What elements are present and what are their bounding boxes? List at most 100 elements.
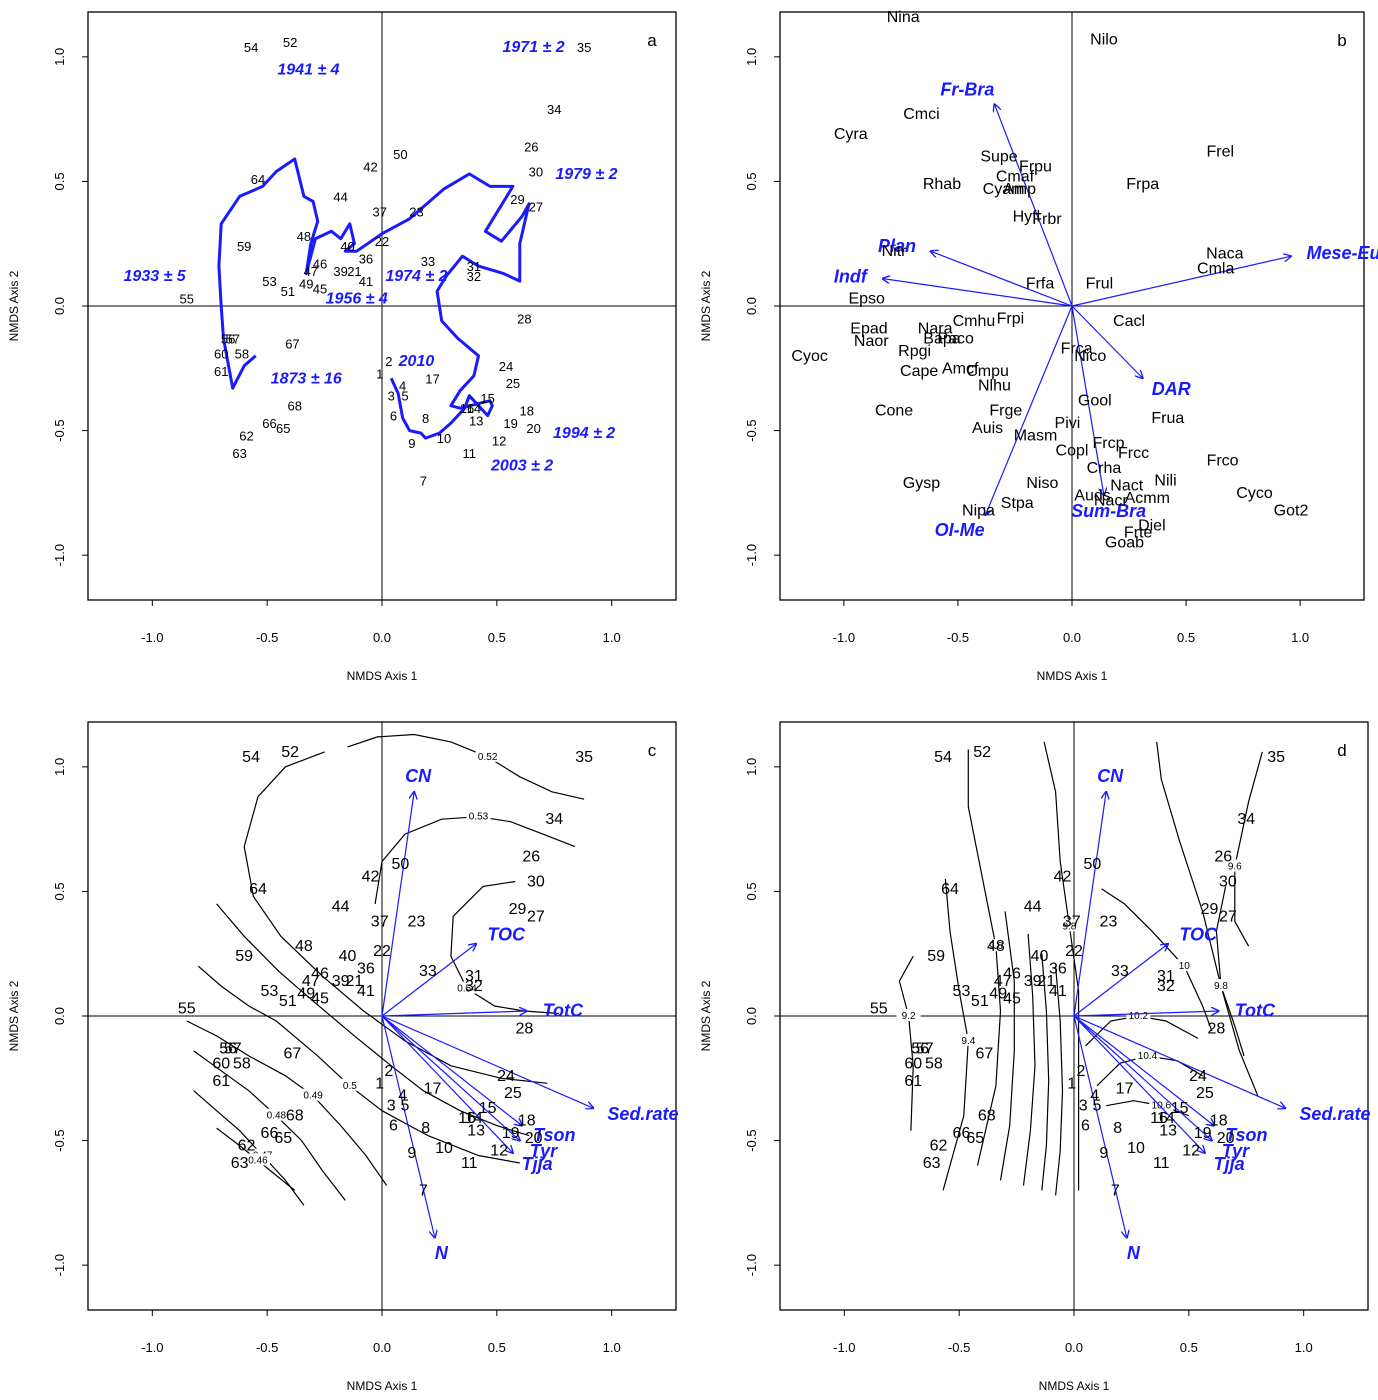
y-tick-label: 0.0 bbox=[52, 297, 67, 315]
env-vector-arrow bbox=[1073, 1015, 1127, 1238]
sample-point-label: 31 bbox=[1157, 968, 1175, 985]
sample-point-label: 29 bbox=[509, 901, 527, 918]
sample-point-label: 37 bbox=[371, 913, 389, 930]
x-tick-label: -1.0 bbox=[141, 1340, 163, 1355]
contour-label: 9.6 bbox=[1228, 862, 1242, 873]
env-vector-arrow bbox=[381, 1015, 520, 1141]
sample-point-label: 60 bbox=[212, 1055, 230, 1072]
sample-point-label: 42 bbox=[362, 868, 380, 885]
env-vector-label: Mese-Eu bbox=[1306, 243, 1378, 263]
env-vector-arrow bbox=[883, 279, 1073, 307]
panel-label: b bbox=[1337, 31, 1346, 50]
env-vector-label: TotC bbox=[543, 1001, 584, 1021]
sample-point-label: 23 bbox=[409, 204, 423, 219]
contour-label-bg bbox=[1172, 959, 1197, 972]
sample-point-label: 6 bbox=[390, 409, 397, 424]
contour-label: 9.8 bbox=[1214, 981, 1228, 992]
sample-point-label: Rhab bbox=[923, 176, 961, 193]
sample-point-label: 20 bbox=[525, 1130, 543, 1147]
sample-point-label: Nina bbox=[887, 9, 920, 26]
sample-point-label: 40 bbox=[1031, 948, 1049, 965]
env-vector-arrow bbox=[381, 792, 414, 1017]
sample-point-label: 18 bbox=[518, 1113, 536, 1130]
sample-point-label: 64 bbox=[251, 172, 265, 187]
sample-point-label: Naca bbox=[1206, 246, 1243, 263]
sample-point-label: 32 bbox=[465, 978, 483, 995]
sample-point-label: 35 bbox=[1267, 749, 1285, 766]
sample-point-label: 6 bbox=[1081, 1118, 1090, 1135]
env-vector-label: CN bbox=[405, 766, 432, 786]
sample-point-label: 37 bbox=[1063, 913, 1081, 930]
sample-point-label: 26 bbox=[522, 849, 540, 866]
contour-label: 9.6 bbox=[989, 941, 1003, 952]
sample-point-label: Frte bbox=[1124, 525, 1153, 542]
sample-point-label: 6 bbox=[389, 1118, 398, 1135]
sample-point-label: 42 bbox=[1054, 868, 1072, 885]
sample-point-label: 65 bbox=[276, 421, 290, 436]
date-label: 1873 ± 16 bbox=[271, 370, 342, 387]
contour-label: 0.54 bbox=[457, 984, 477, 995]
env-vector-label: TotC bbox=[1235, 1001, 1276, 1021]
env-vector-label: TOC bbox=[487, 925, 526, 945]
contour-label-bg bbox=[1222, 859, 1247, 872]
sample-point-label: 29 bbox=[1201, 901, 1219, 918]
sample-point-label: 33 bbox=[419, 963, 437, 980]
sample-point-label: Crha bbox=[1087, 460, 1122, 477]
env-vector-arrow bbox=[1073, 1015, 1212, 1141]
sample-point-label: Frca bbox=[1061, 340, 1093, 357]
panel-c: -1.0 -0.5 0.0 0.5 1.0 -1.0 -0.5 0.0 0.5 1.0 NMDS A… bbox=[7, 721, 678, 1393]
env-vector-arrow bbox=[931, 251, 1073, 307]
sample-point-label: 2 bbox=[1076, 1063, 1085, 1080]
sample-point-label: Cape bbox=[900, 363, 938, 380]
sample-point-label: 3 bbox=[387, 1098, 396, 1115]
sample-point-label: Cyam bbox=[983, 181, 1025, 198]
sample-point-label: 63 bbox=[923, 1155, 941, 1172]
env-vector-arrow bbox=[381, 1015, 435, 1238]
sample-point-label: Frel bbox=[1207, 144, 1235, 161]
sample-point-label: 59 bbox=[237, 239, 251, 254]
sample-point-label: Cyra bbox=[834, 126, 868, 143]
sample-point-label: 11 bbox=[463, 446, 477, 461]
env-vector-arrow bbox=[1071, 305, 1143, 378]
sample-point-label: Copl bbox=[1056, 443, 1089, 460]
date-label: 1971 ± 2 bbox=[503, 39, 565, 56]
sample-point-label: 28 bbox=[1208, 1020, 1226, 1037]
sample-point-label: 55 bbox=[178, 1001, 196, 1018]
sample-point-label: Acmm bbox=[1125, 490, 1170, 507]
x-tick-label: 1.0 bbox=[603, 1340, 621, 1355]
sample-point-label: 2 bbox=[385, 354, 392, 369]
sample-point-label: 22 bbox=[375, 234, 389, 249]
sample-point-label: 5 bbox=[1093, 1098, 1102, 1115]
sample-point-label: Gool bbox=[1078, 393, 1112, 410]
sample-point-label: 66 bbox=[262, 416, 276, 431]
contour-line bbox=[347, 733, 585, 800]
env-vector-arrow bbox=[381, 1015, 522, 1126]
sample-point-label: Frul bbox=[1086, 276, 1114, 293]
env-vector-label: Tjja bbox=[522, 1154, 553, 1174]
contour-label: 10 bbox=[1179, 961, 1191, 972]
sample-point-label: 47 bbox=[302, 973, 320, 990]
sample-point-label: Epso bbox=[848, 291, 885, 308]
sample-point-label: 57 bbox=[224, 1040, 242, 1057]
sample-point-label: Frcp bbox=[1093, 435, 1125, 452]
panel-label: d bbox=[1337, 741, 1346, 760]
sample-point-label: 36 bbox=[1049, 961, 1067, 978]
sample-point-label: 52 bbox=[281, 744, 299, 761]
sample-point-label: Amcf bbox=[942, 360, 979, 377]
sample-point-label: 62 bbox=[238, 1138, 256, 1155]
contour-line bbox=[1022, 933, 1036, 1186]
contour-label: 0.48 bbox=[267, 1111, 287, 1122]
y-tick-label: -1.0 bbox=[744, 544, 759, 566]
contour-line bbox=[193, 1090, 305, 1206]
env-vector-label: TOC bbox=[1179, 925, 1218, 945]
sample-point-label: 54 bbox=[934, 749, 952, 766]
sample-point-label: 14 bbox=[467, 401, 481, 416]
sample-point-label: 23 bbox=[1100, 913, 1118, 930]
contour-label-bg bbox=[301, 1088, 326, 1101]
x-tick-label: -0.5 bbox=[256, 630, 278, 645]
sample-point-label: Rpgi bbox=[898, 343, 931, 360]
sample-point-label: 36 bbox=[359, 252, 373, 267]
x-tick-label: -0.5 bbox=[948, 1340, 970, 1355]
sample-point-label: 20 bbox=[526, 421, 540, 436]
sample-point-label: Hyfl bbox=[1013, 208, 1041, 225]
